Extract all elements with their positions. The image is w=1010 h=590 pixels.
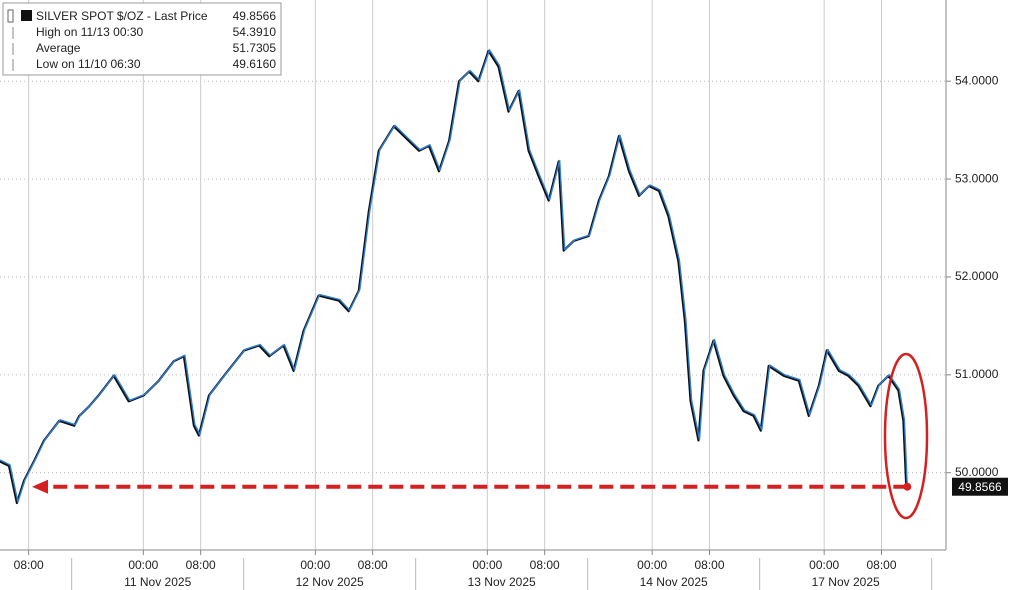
x-tick-label: 00:00 (128, 558, 158, 572)
x-tick-label: 08:00 (186, 558, 216, 572)
legend-box (2, 2, 282, 76)
legend-swatch (21, 10, 32, 21)
legend: SILVER SPOT $/OZ - Last Price 49.8566 Hi… (2, 2, 282, 76)
legend-stat-value: 51.7305 (233, 41, 277, 55)
legend-stat-value: 54.3910 (233, 25, 277, 39)
x-tick-label: 00:00 (637, 558, 667, 572)
legend-stat-name: Low on 11/10 06:30 (36, 57, 141, 71)
x-tick-label: 00:00 (809, 558, 839, 572)
legend-stat-name: High on 11/13 00:30 (36, 25, 144, 39)
x-tick-label: 08:00 (530, 558, 560, 572)
legend-value: 49.8566 (233, 9, 277, 23)
legend-name: SILVER SPOT $/OZ - Last Price (36, 9, 208, 23)
date-label: 11 Nov 2025 (124, 575, 191, 589)
y-tick-label: 54.0000 (955, 73, 999, 87)
legend-icon (7, 9, 14, 23)
x-tick-label: 08:00 (694, 558, 724, 572)
last-point (903, 482, 912, 491)
y-tick-label: 51.0000 (955, 367, 999, 381)
x-tick-label: 00:00 (300, 558, 330, 572)
arrow-head (32, 479, 48, 494)
x-tick-label: 08:00 (866, 558, 896, 572)
grid (0, 0, 946, 550)
x-tick-label: 08:00 (14, 558, 44, 572)
date-label: 14 Nov 2025 (640, 575, 708, 589)
date-label: 13 Nov 2025 (468, 575, 536, 589)
plot (0, 49, 908, 505)
legend-stat-value: 49.6160 (233, 57, 277, 71)
y-tick-label: 53.0000 (955, 171, 999, 185)
date-label: 17 Nov 2025 (812, 575, 880, 589)
highlight-ellipse (883, 352, 929, 520)
last-value-label: 49.8566 (958, 480, 1002, 494)
y-tick-label: 50.0000 (955, 465, 999, 479)
last-value-box (952, 477, 1008, 496)
price-line (0, 49, 908, 503)
x-tick-label: 00:00 (472, 558, 502, 572)
legend-stat-name: Average (36, 41, 81, 55)
date-label: 12 Nov 2025 (296, 575, 364, 589)
x-tick-label: 08:00 (358, 558, 388, 572)
y-tick-label: 52.0000 (955, 269, 999, 283)
